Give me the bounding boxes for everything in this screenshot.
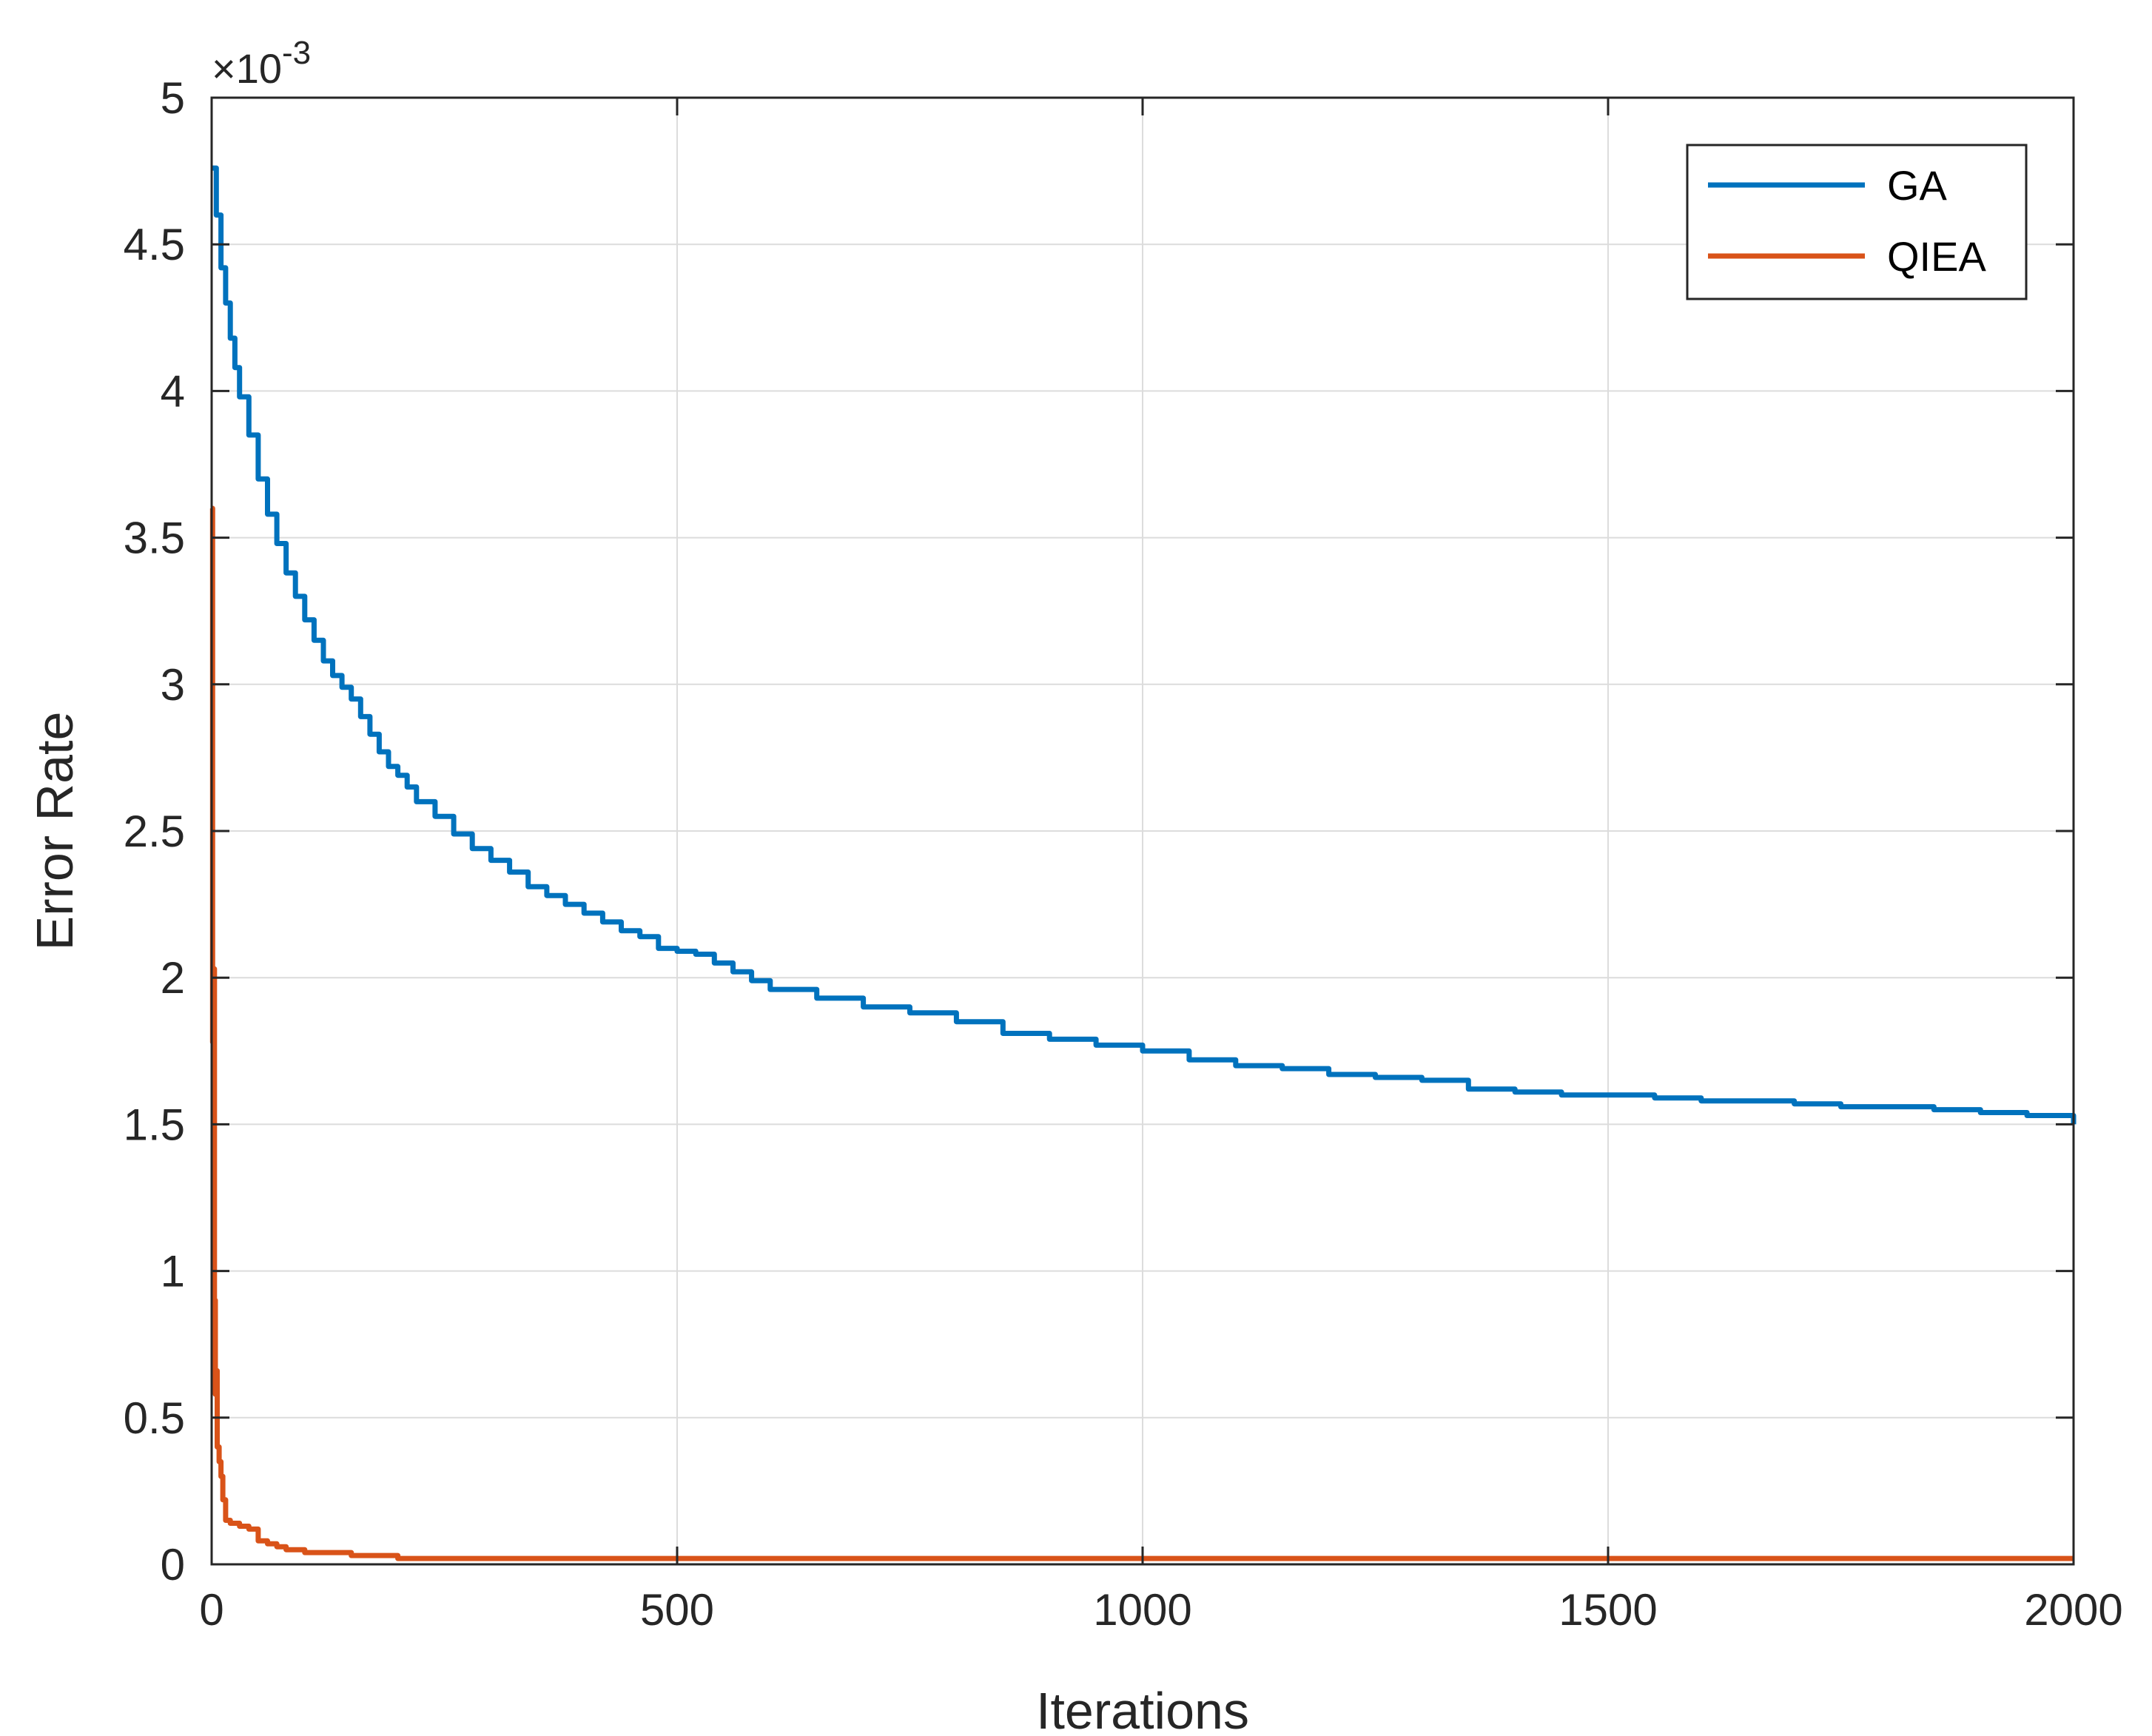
y-tick-label: 2 xyxy=(161,953,185,1003)
y-tick-label: 4.5 xyxy=(124,220,185,269)
y-tick-label: 3.5 xyxy=(124,514,185,563)
y-tick-label: 0 xyxy=(161,1540,185,1589)
legend[interactable]: GA QIEA xyxy=(1686,144,2028,300)
y-multiplier-exponent: -3 xyxy=(282,35,311,71)
legend-label-qiea: QIEA xyxy=(1887,233,1986,280)
legend-box xyxy=(1686,144,2028,300)
y-tick-label: 2.5 xyxy=(124,807,185,856)
series-line-qiea xyxy=(209,505,2074,1561)
x-tick-label: 2000 xyxy=(2024,1585,2122,1635)
y-tick-label: 0.5 xyxy=(124,1393,185,1443)
x-axis-label: Iterations xyxy=(1036,1682,1249,1736)
grid xyxy=(212,98,2074,1564)
y-tick-label: 5 xyxy=(161,73,185,123)
x-tick-label: 1500 xyxy=(1558,1585,1657,1635)
series-line-ga xyxy=(212,165,2077,1125)
y-tick-label: 1 xyxy=(161,1247,185,1296)
y-axis-multiplier: ×10-3 xyxy=(212,35,311,92)
y-axis-label: Error Rate xyxy=(26,712,84,951)
y-tick-label: 4 xyxy=(161,366,185,416)
x-tick-label: 1000 xyxy=(1093,1585,1191,1635)
x-tick-label: 0 xyxy=(199,1585,223,1635)
ticks: 0 500 1000 1500 2000 0 0.5 1 1.5 2 2.5 3 3.5 4 4.5 5 xyxy=(124,73,2123,1635)
legend-label-ga: GA xyxy=(1887,162,1948,209)
y-tick-label: 3 xyxy=(161,660,185,710)
series-layer xyxy=(209,165,2077,1561)
y-multiplier-base: ×10 xyxy=(212,45,282,92)
y-tick-label: 1.5 xyxy=(124,1100,185,1149)
x-tick-label: 500 xyxy=(640,1585,714,1635)
